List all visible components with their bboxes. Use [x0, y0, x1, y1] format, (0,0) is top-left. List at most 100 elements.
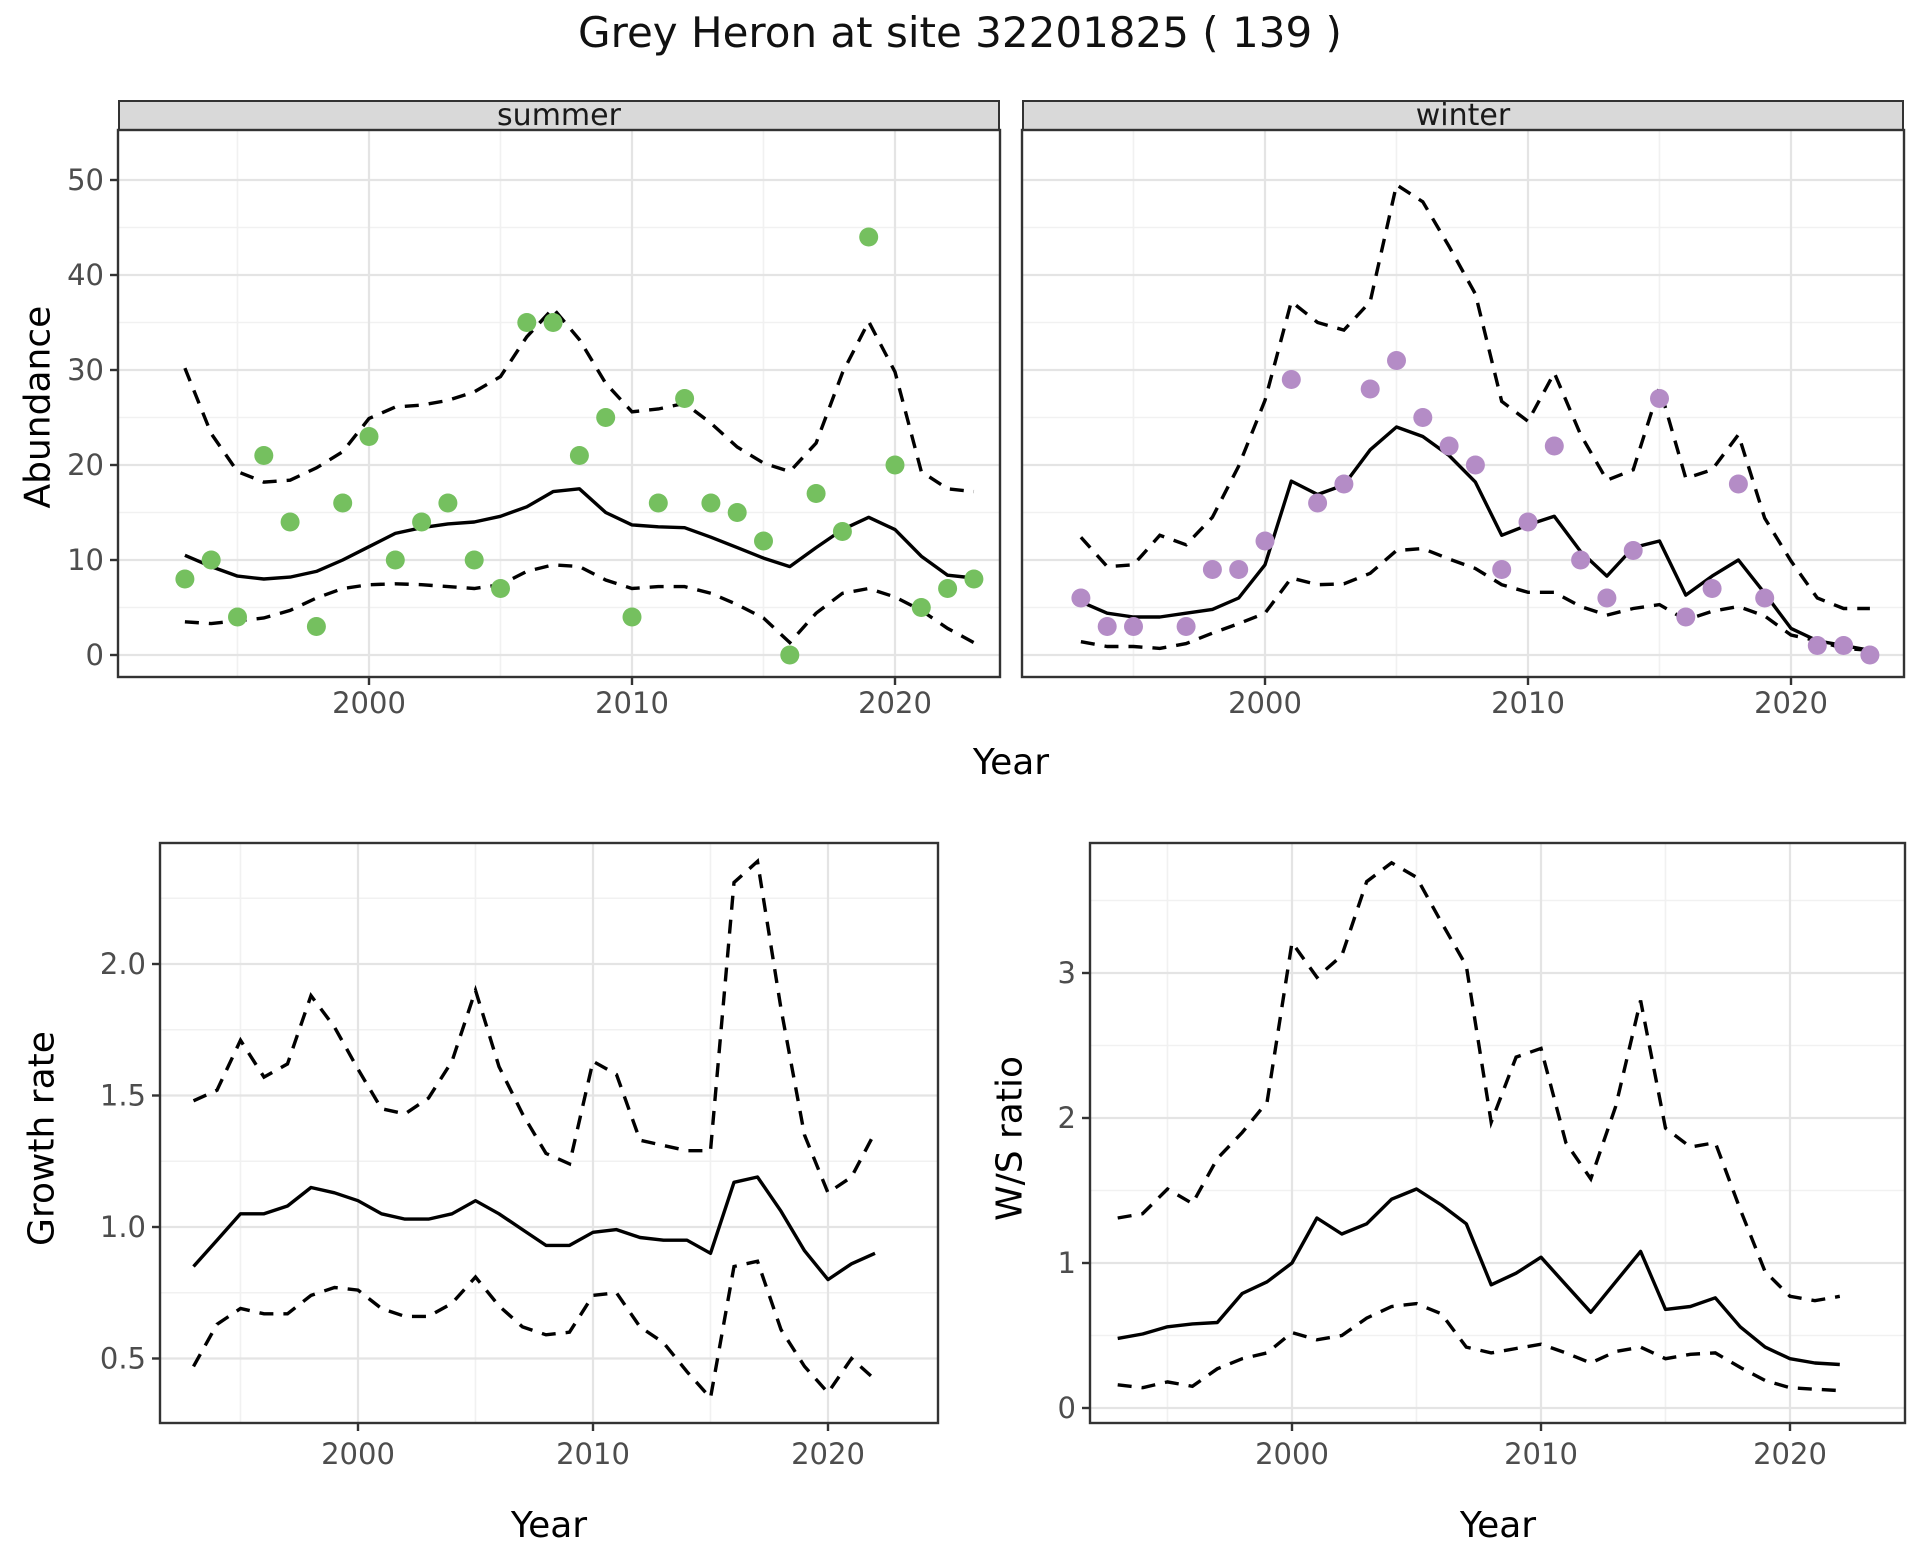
y-tick-label: 0.5	[100, 1342, 146, 1376]
y-tick-label: 40	[67, 258, 104, 292]
data-point-winter	[1492, 560, 1512, 579]
data-point-winter	[1834, 636, 1854, 655]
upper-ci-line	[1079, 182, 1870, 611]
data-point-winter	[1807, 636, 1827, 655]
y-tick-label: 50	[67, 163, 104, 197]
x-tick-label: 2000	[321, 1437, 395, 1471]
y-tick-label: 30	[67, 353, 104, 387]
data-point-summer	[648, 493, 668, 513]
gridlines-growth	[160, 843, 938, 1423]
x-tick-label: 2010	[595, 686, 669, 720]
data-point-summer	[780, 645, 800, 665]
facet-strip-winter: winter	[1022, 98, 1904, 133]
data-point-summer	[280, 512, 300, 532]
lower-ci-line	[184, 563, 975, 646]
x-axis-title-year-growth: Year	[510, 1505, 588, 1546]
panel-winter: 2000 2010 2020	[1020, 128, 1906, 720]
mean-line	[1080, 425, 1871, 652]
panel-border	[1020, 128, 1906, 679]
x-tick-label: 2000	[332, 686, 406, 720]
gridlines-ws	[1090, 843, 1905, 1423]
facet-strip-winter-label: winter	[1415, 98, 1511, 133]
y-tick-label: 1.5	[100, 1079, 146, 1113]
upper-ci-line	[183, 305, 975, 494]
x-tick-label: 2000	[1255, 1437, 1329, 1471]
data-point-summer	[596, 408, 616, 427]
y-axis-title-abundance: Abundance	[17, 305, 59, 509]
data-point-winter	[1571, 550, 1591, 570]
data-point-winter	[1387, 351, 1406, 370]
y-tick-label: 1	[1058, 1246, 1076, 1280]
x-tick-label: 2020	[858, 686, 932, 720]
data-point-summer	[438, 493, 458, 513]
data-point-winter	[1518, 512, 1538, 532]
data-point-summer	[359, 427, 379, 446]
data-point-winter	[1650, 389, 1669, 408]
facet-strip-summer: summer	[118, 98, 1000, 133]
x-tick-label: 2020	[791, 1437, 865, 1471]
data-point-summer	[306, 617, 326, 636]
data-point-summer	[385, 550, 405, 570]
series-winter	[1071, 182, 1880, 665]
data-point-winter	[1702, 579, 1722, 598]
panel-summer: 2000 2010 2020 0 10 20 30 40 50	[67, 128, 1002, 720]
panel-border	[158, 841, 940, 1425]
axes-growth: 2000 2010 2020 0.5 1.0 1.5 2.0	[100, 947, 865, 1471]
x-tick-label: 2020	[1754, 686, 1828, 720]
data-point-winter	[1281, 370, 1301, 389]
y-tick-label: 10	[67, 543, 104, 577]
data-point-winter	[1623, 541, 1643, 560]
upper-ci-line	[192, 858, 877, 1196]
data-point-summer	[727, 503, 747, 522]
data-point-summer	[885, 455, 905, 475]
panel-border	[1088, 841, 1907, 1425]
data-point-winter	[1439, 436, 1459, 456]
data-point-summer	[622, 607, 642, 627]
x-axis-title-year-ws: Year	[1459, 1505, 1537, 1546]
data-point-winter	[1176, 617, 1196, 636]
y-axis-title-growth-rate: Growth rate	[21, 1031, 63, 1246]
panel-border	[116, 128, 1002, 679]
data-point-summer	[938, 579, 958, 598]
panel-ws: 2000 2010 2020 0 1 2 3	[1058, 841, 1907, 1471]
axes-winter: 2000 2010 2020	[1228, 677, 1828, 720]
lower-ci-line	[1080, 546, 1871, 652]
y-tick-label: 0	[86, 638, 104, 672]
x-tick-label: 2010	[1491, 686, 1565, 720]
y-tick-label: 2.0	[100, 947, 146, 981]
data-point-winter	[1229, 560, 1249, 579]
data-point-winter	[1255, 531, 1275, 551]
data-point-winter	[1334, 474, 1354, 494]
data-point-winter	[1308, 493, 1328, 513]
y-tick-label: 3	[1058, 956, 1076, 990]
data-point-summer	[491, 579, 510, 598]
data-point-summer	[543, 313, 563, 332]
data-point-summer	[911, 598, 931, 617]
panel-growth: 2000 2010 2020 0.5 1.0 1.5 2.0	[100, 841, 940, 1471]
mean-line	[184, 487, 975, 581]
data-point-summer	[675, 389, 695, 408]
data-point-summer	[806, 484, 826, 503]
data-point-winter	[1465, 455, 1485, 475]
x-tick-label: 2020	[1753, 1437, 1827, 1471]
data-point-summer	[464, 550, 484, 570]
x-tick-label: 2000	[1228, 686, 1302, 720]
data-point-winter	[1071, 588, 1091, 608]
data-point-summer	[964, 569, 984, 589]
data-point-summer	[517, 313, 537, 332]
data-point-summer	[832, 522, 852, 541]
data-point-summer	[569, 446, 589, 465]
data-point-summer	[701, 493, 721, 513]
data-point-winter	[1728, 474, 1748, 494]
x-axis-title-year-top: Year	[972, 742, 1050, 783]
data-point-winter	[1124, 617, 1143, 636]
data-point-summer	[412, 512, 432, 532]
data-point-summer	[201, 550, 221, 570]
lower-ci-line	[192, 1259, 877, 1402]
series-ws	[1117, 860, 1841, 1393]
data-point-summer	[175, 569, 195, 589]
chart-title: Grey Heron at site 32201825 ( 139 )	[578, 8, 1342, 57]
upper-ci-line	[1117, 860, 1841, 1303]
data-point-winter	[1755, 588, 1775, 608]
